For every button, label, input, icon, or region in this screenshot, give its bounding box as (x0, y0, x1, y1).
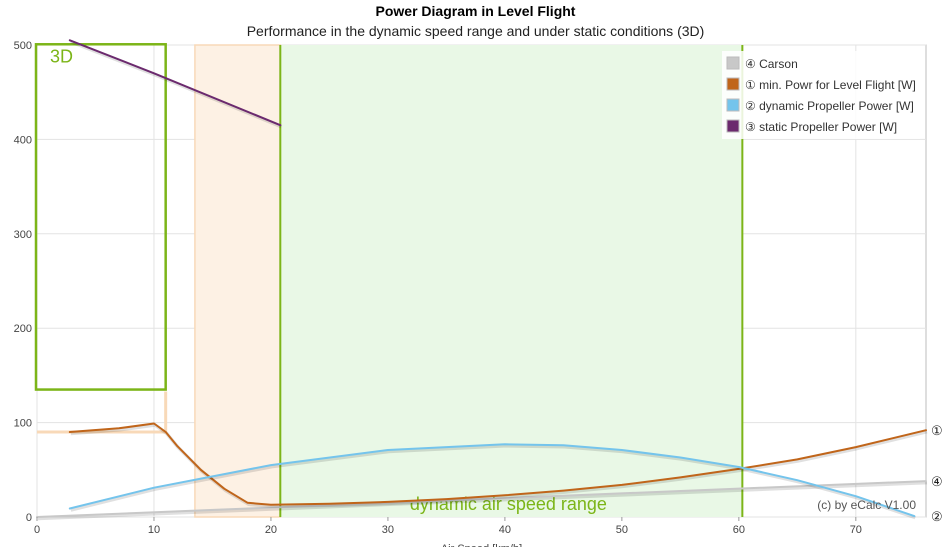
chart-title: Power Diagram in Level Flight (375, 3, 576, 19)
series-line-3 (68, 443, 916, 518)
y-tick-label: 400 (14, 134, 32, 146)
legend-swatch (726, 56, 740, 70)
x-axis-label: Air Speed [km/h] (441, 543, 522, 547)
x-tick-label: 40 (499, 524, 511, 536)
y-tick-label: 300 (14, 229, 32, 241)
x-tick-label: 60 (733, 524, 745, 536)
legend-label: ② dynamic Propeller Power [W] (745, 99, 914, 113)
series-end-marker: ④ (931, 474, 943, 489)
legend-item[interactable]: ③ static Propeller Power [W] (726, 119, 897, 134)
y-tick-label: 0 (26, 512, 32, 524)
legend-swatch (726, 77, 740, 91)
legend-swatch (726, 98, 740, 112)
static-3d-label: 3D (50, 46, 73, 66)
series-shadow (70, 40, 282, 129)
legend-swatch (726, 119, 740, 133)
series-line-1 (36, 480, 927, 518)
x-tick-label: 70 (850, 524, 862, 536)
legend-label: ① min. Powr for Level Flight [W] (745, 78, 916, 92)
series-line-2 (68, 422, 927, 506)
legend-label: ④ Carson (745, 57, 798, 71)
x-tick-label: 10 (148, 524, 160, 536)
static-3d-box (34, 43, 167, 391)
series-line-4 (68, 39, 282, 127)
x-tick-label: 20 (265, 524, 277, 536)
legend-label: ③ static Propeller Power [W] (745, 120, 897, 134)
series-end-marker: ② (931, 509, 943, 524)
dynamic-range-band (280, 45, 743, 517)
legend-item[interactable]: ④ Carson (726, 56, 798, 71)
chart-subtitle: Performance in the dynamic speed range a… (246, 23, 705, 39)
y-tick-label: 200 (14, 323, 32, 335)
copyright-note: (c) by eCalc V1.00 (817, 498, 916, 512)
series-shadow (37, 480, 928, 521)
transition-band (194, 44, 282, 518)
y-tick-label: 100 (14, 418, 32, 430)
legend-box (722, 51, 920, 139)
series-shadow (70, 444, 916, 520)
y-tick-label: 500 (14, 40, 32, 52)
legend-item[interactable]: ② dynamic Propeller Power [W] (726, 98, 914, 113)
x-tick-label: 50 (616, 524, 628, 536)
legend-item[interactable]: ① min. Powr for Level Flight [W] (726, 77, 916, 92)
x-tick-label: 30 (382, 524, 394, 536)
series-end-marker: ① (931, 423, 943, 438)
x-tick-label: 0 (34, 524, 40, 536)
